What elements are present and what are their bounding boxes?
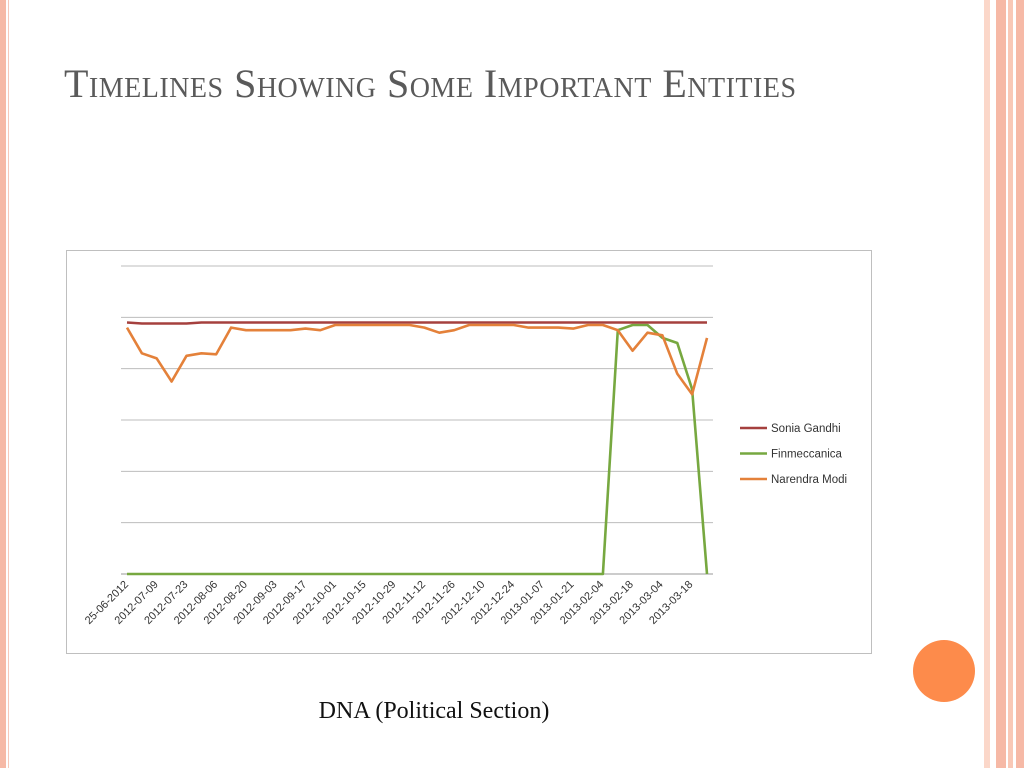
chart-frame: 25-06-2012 2012-07-09 2012-07-23 2012-08-06… [66, 250, 872, 654]
legend-label-narendra-modi: Narendra Modi [771, 474, 847, 486]
left-border-line [8, 0, 9, 768]
right-decorative-stripes [976, 0, 1024, 768]
left-border-stripe [0, 0, 6, 768]
legend-label-sonia-gandhi: Sonia Gandhi [771, 423, 841, 435]
chart-caption: DNA (Political Section) [318, 698, 550, 724]
legend-label-finmeccanica: Finmeccanica [771, 449, 843, 461]
series-line-narendra-modi [125, 323, 709, 396]
line-chart: 25-06-20122012-07-092012-07-232012-08-06… [83, 265, 847, 627]
decorative-orange-circle [913, 640, 975, 702]
series-line-sonia-gandhi [126, 321, 707, 325]
slide-title: Timelines Showing Some Important Entitie… [64, 61, 797, 106]
series-line-finmeccanica [127, 323, 709, 576]
